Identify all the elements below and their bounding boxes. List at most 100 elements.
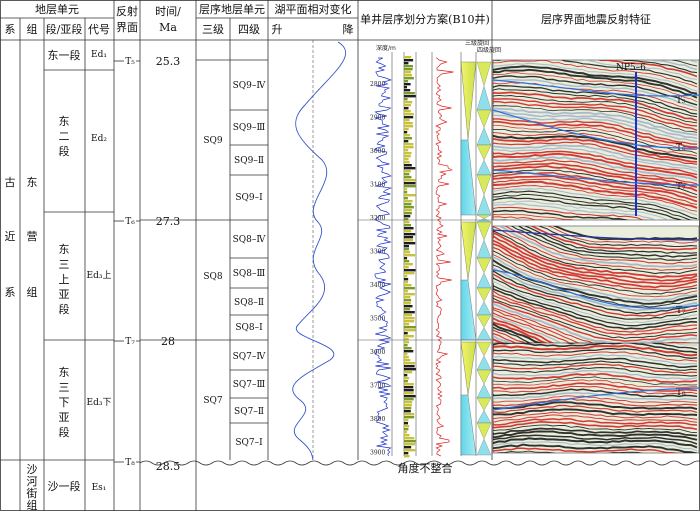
well-log-panel: 深度/m 三级旋回 四级旋回 2800290030003100320033003…: [358, 39, 501, 458]
header-system: 系: [5, 23, 16, 36]
section-label: 东: [59, 366, 70, 379]
seismic-horizon-label: T₅: [676, 96, 686, 106]
section-label: 段: [59, 425, 70, 439]
third-order-sequences: SQ9 SQ8 SQ7: [203, 136, 223, 406]
group-char: 组: [27, 498, 38, 511]
header-code: 代号: [88, 23, 110, 36]
header-seq-unit: 层序地层单元: [199, 2, 265, 16]
header-seismic: 层序界面地震反射特征: [541, 12, 651, 26]
depth-labels: 2800290030003100320033003400350036003700…: [370, 81, 385, 457]
depth-label: 3100: [370, 182, 385, 189]
surface-label: T₇: [125, 337, 135, 347]
header-section: 段/亚段: [46, 22, 83, 36]
surface-time: 27.3: [156, 215, 181, 228]
header-lake-level: 湖平面相对变化: [275, 2, 352, 16]
depth-label: 3600: [370, 349, 385, 356]
header-group: 组: [27, 22, 38, 36]
system-char: 近: [5, 230, 16, 243]
section-label: 三: [59, 381, 70, 394]
cycle-header: 三级旋回: [465, 39, 489, 47]
group-dongying: 东 营 组: [27, 176, 38, 299]
sequence-fourth: SQ7–Ⅳ: [233, 352, 267, 362]
depth-label: 3900: [370, 450, 385, 457]
horizon-line: [492, 229, 700, 241]
sequence-fourth: SQ8–Ⅰ: [235, 323, 263, 333]
section-label: 段: [59, 144, 70, 158]
group-char: 东: [27, 176, 38, 189]
depth-label: 2900: [370, 115, 385, 122]
section-label: 亚: [59, 288, 70, 301]
unconformity-line: [139, 460, 700, 466]
sequence-fourth: SQ8–Ⅲ: [233, 269, 266, 279]
section-label: 东: [59, 115, 70, 128]
header-time-1: 时间/: [155, 5, 181, 18]
depth-label: 3700: [370, 383, 385, 390]
surface-time: 28.5: [156, 460, 181, 473]
header: 地层单元 系 组 段/亚段 代号 反射 界面 时间/ Ma 层序地层单元 三级 …: [5, 2, 652, 36]
section-label: 二: [59, 130, 70, 143]
resistivity-log-curve: [435, 57, 454, 457]
depth-label: 2800: [370, 81, 385, 88]
sequence-fourth: SQ9–Ⅰ: [235, 193, 263, 203]
sequence-fourth: SQ7–Ⅱ: [234, 407, 264, 417]
surface-label: T₆: [125, 217, 135, 227]
horizon-line: [492, 109, 700, 149]
sequence-third: SQ9: [203, 136, 223, 146]
gamma-log-curve: [374, 57, 393, 457]
sections: 东一段 Ed₁ 东 二 段 Ed₂ 东 三 上 亚 段 Ed₃上 东 三 下 亚…: [48, 48, 112, 493]
cycle-header: 四级旋回: [477, 46, 501, 54]
lake-level-curve: [292, 41, 347, 461]
seismic-panels: NP5–6 T₅ T₆ T₇ T₇ T₈: [492, 59, 700, 454]
header-well: 单井层序划分方案(B10井): [360, 12, 490, 26]
section-code: Es₁: [92, 483, 107, 493]
header-fourth-order: 四级: [238, 23, 260, 36]
section-label: 东一段: [48, 48, 81, 62]
section-label: 亚: [59, 411, 70, 424]
group-shahejie: 沙 河 街 组: [27, 463, 38, 512]
header-fall: 降: [343, 22, 354, 36]
sequence-fourth: SQ7–Ⅰ: [235, 438, 263, 448]
seismic-horizon-label: T₇: [676, 182, 686, 192]
group-char: 街: [27, 486, 38, 500]
horizon-line: [492, 269, 700, 309]
sequence-third: SQ7: [203, 396, 223, 406]
section-label: 上: [59, 273, 70, 286]
group-char: 河: [27, 475, 38, 488]
system-char: 古: [5, 176, 16, 189]
header-reflection-2: 界面: [116, 21, 138, 34]
lake-level-panel: [292, 40, 347, 461]
header-reflection-1: 反射: [116, 4, 138, 18]
header-rise: 升: [272, 23, 283, 36]
seismic-horizon-label: T₇: [676, 306, 686, 316]
section-label: 段: [59, 302, 70, 316]
section-code: Ed₃上: [87, 270, 112, 281]
seismic-horizon-label: T₈: [676, 388, 686, 398]
cycle-triangles: [460, 61, 492, 456]
section-label: 东: [59, 243, 70, 256]
surface-label: T₅: [125, 57, 135, 67]
well-name-label: NP5–6: [616, 63, 646, 73]
header-time-2: Ma: [159, 21, 177, 34]
horizon-line: [492, 169, 700, 186]
group-char: 营: [27, 229, 38, 243]
depth-label: 3800: [370, 416, 385, 423]
sequence-fourth: SQ8–Ⅳ: [233, 235, 267, 245]
group-char: 组: [27, 285, 38, 299]
surface-time: 28: [161, 335, 175, 348]
section-label: 沙一段: [48, 479, 81, 493]
depth-label: 3000: [370, 148, 385, 155]
section-code: Ed₃下: [87, 398, 112, 408]
sequence-fourth: SQ8–Ⅱ: [234, 298, 264, 308]
surface-time: 25.3: [156, 55, 181, 68]
horizon-line: [492, 387, 700, 411]
horizon-line: [492, 79, 700, 97]
sequence-fourth: SQ7–Ⅲ: [233, 380, 266, 390]
section-code: Ed₂: [91, 134, 107, 144]
section-label: 三: [59, 258, 70, 271]
depth-label: 3500: [370, 316, 385, 323]
surface-label: T₈: [125, 458, 135, 468]
header-strat-unit: 地层单元: [35, 3, 79, 16]
